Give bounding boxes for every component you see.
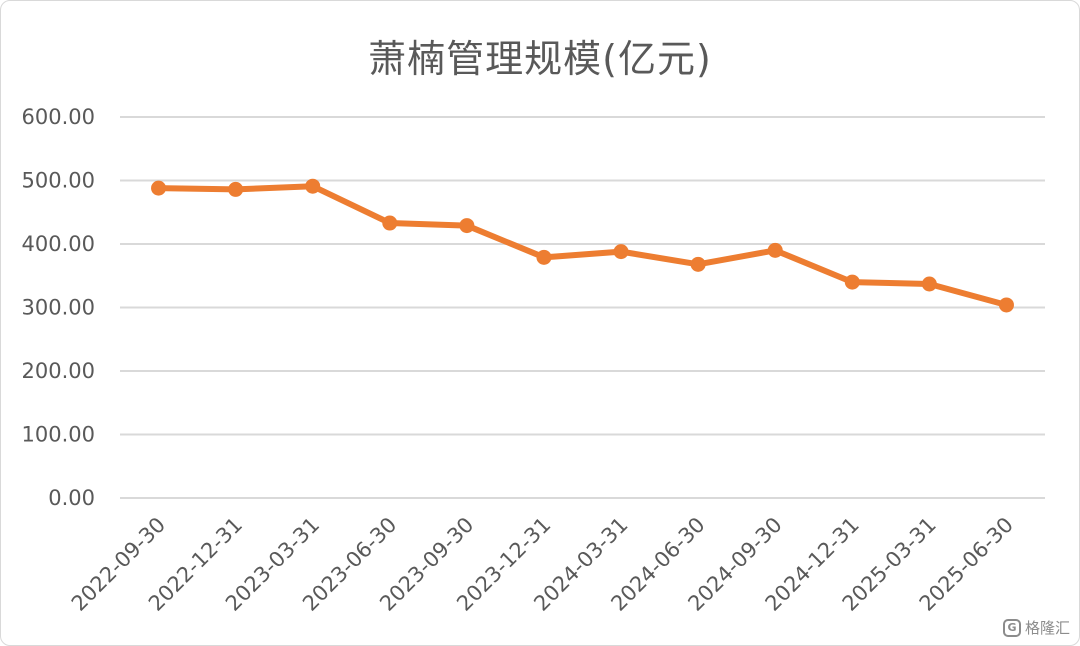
y-tick-label: 0.00	[48, 486, 95, 510]
data-point	[228, 181, 244, 197]
x-axis-tick-labels: 2022-09-302022-12-312023-03-312023-06-30…	[67, 513, 1018, 616]
data-point	[998, 297, 1014, 313]
y-axis-tick-labels: 0.00 100.00 200.00 300.00 400.00 500.00 600.00	[22, 105, 95, 510]
data-point	[690, 256, 706, 272]
y-tick-label: 300.00	[22, 296, 95, 320]
watermark: G 格隆汇	[1002, 617, 1070, 638]
gelonghui-logo-icon: G	[1002, 618, 1021, 637]
y-tick-label: 100.00	[22, 423, 95, 447]
series-points	[151, 178, 1014, 313]
y-tick-label: 600.00	[22, 105, 95, 129]
data-point	[613, 244, 629, 260]
data-point	[305, 178, 321, 194]
data-point	[767, 242, 783, 258]
y-tick-label: 200.00	[22, 359, 95, 383]
data-point	[536, 249, 552, 265]
y-tick-label: 500.00	[22, 169, 95, 193]
data-point	[459, 218, 475, 234]
watermark-text: 格隆汇	[1024, 619, 1070, 637]
data-point	[382, 215, 398, 231]
y-tick-label: 400.00	[22, 232, 95, 256]
chart-title: 萧楠管理规模(亿元)	[368, 37, 712, 81]
series-line	[155, 183, 1010, 308]
gridlines	[120, 116, 1045, 499]
series-line	[155, 183, 1010, 308]
data-point	[844, 274, 860, 290]
data-point	[921, 276, 937, 292]
data-point	[151, 180, 167, 196]
